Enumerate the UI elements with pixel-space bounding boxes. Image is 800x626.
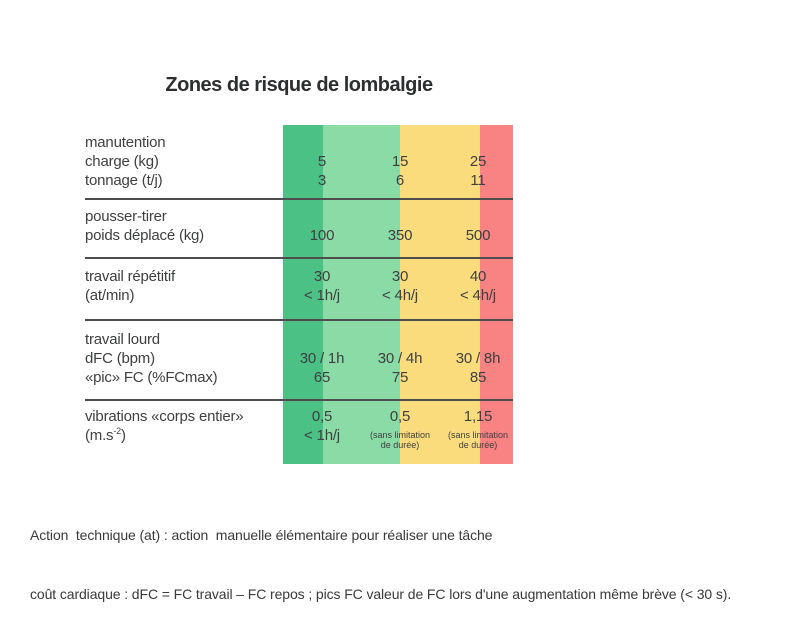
table-line: travail répétitif 30 30 40 xyxy=(85,267,517,286)
table-line: pousser-tirer xyxy=(85,207,517,226)
table-line: charge (kg) 5 15 25 xyxy=(85,152,517,171)
row-sublabel: (at/min) xyxy=(85,287,135,304)
table-line: vibrations «corps entier» 0,5 0,5 1,15 xyxy=(85,407,517,426)
unit-exponent: -2 xyxy=(113,426,121,436)
table-row-vibrations: vibrations «corps entier» 0,5 0,5 1,15 (… xyxy=(85,407,517,450)
cell-zone1 xyxy=(283,330,361,349)
cell-zone3 xyxy=(439,133,517,152)
cell-zone1: 0,5 xyxy=(311,408,333,425)
cell-zone1 xyxy=(283,207,361,226)
cell-note-line: de durée) xyxy=(380,440,420,450)
unit-text: ) xyxy=(120,427,126,444)
table-row-manutention: manutention charge (kg) 5 15 25 tonnage … xyxy=(85,133,517,190)
footnote-line-2: coût cardiaque : dFC = FC travail – FC r… xyxy=(30,585,732,602)
cell-zone2: < 4h/j xyxy=(382,287,418,304)
cell-zone1: 30 / 1h xyxy=(299,350,345,367)
risk-table: manutention charge (kg) 5 15 25 tonnage … xyxy=(85,125,517,464)
row-divider xyxy=(85,319,513,321)
cell-zone2 xyxy=(361,330,439,349)
cell-zone1: 30 xyxy=(313,268,331,285)
footnotes: Action technique (at) : action manuelle … xyxy=(30,490,790,626)
cell-zone1: < 1h/j xyxy=(304,287,340,304)
cell-note-line: (sans limitation xyxy=(447,430,509,440)
table-line: (at/min) < 1h/j < 4h/j < 4h/j xyxy=(85,286,517,305)
zone-band-red xyxy=(480,125,513,464)
cell-zone1 xyxy=(283,133,361,152)
cell-zone2: 75 xyxy=(391,369,409,386)
table-line: «pic» FC (%FCmax) 65 75 85 xyxy=(85,368,517,387)
cell-zone2: 30 xyxy=(391,268,409,285)
cell-zone2: 0,5 xyxy=(389,408,411,425)
row-label: travail lourd xyxy=(85,331,160,348)
cell-zone3: 1,15 xyxy=(463,408,493,425)
cell-zone1: 3 xyxy=(317,172,327,189)
page-title: Zones de risque de lombalgie xyxy=(165,74,433,96)
cell-note-line: (sans limitation xyxy=(369,430,431,440)
table-line: tonnage (t/j) 3 6 11 xyxy=(85,171,517,190)
cell-zone3: 85 xyxy=(469,369,487,386)
row-sublabel: charge (kg) xyxy=(85,153,159,170)
row-sublabel: tonnage (t/j) xyxy=(85,172,163,189)
row-sublabel: dFC (bpm) xyxy=(85,350,155,367)
cell-zone3: 11 xyxy=(470,172,486,189)
cell-zone2: (sans limitation de durée) xyxy=(361,426,439,450)
row-label: pousser-tirer xyxy=(85,208,167,225)
cell-zone2 xyxy=(361,207,439,226)
cell-zone1: 65 xyxy=(313,369,331,386)
cell-zone1: < 1h/j xyxy=(304,427,340,444)
cell-zone3: 500 xyxy=(465,227,491,244)
table-line: dFC (bpm) 30 / 1h 30 / 4h 30 / 8h xyxy=(85,349,517,368)
row-divider xyxy=(85,198,513,200)
table-line: travail lourd xyxy=(85,330,517,349)
row-divider xyxy=(85,257,513,259)
cell-zone3: 40 xyxy=(469,268,487,285)
row-sublabel: poids déplacé (kg) xyxy=(85,227,204,244)
table-row-travail-repetitif: travail répétitif 30 30 40 (at/min) < 1h… xyxy=(85,267,517,305)
footnote-line-1: Action technique (at) : action manuelle … xyxy=(30,527,493,543)
cell-zone1: 5 xyxy=(317,153,327,170)
cell-zone2: 6 xyxy=(395,172,405,189)
table-line: (m.s-2) < 1h/j (sans limitation de durée… xyxy=(85,426,517,451)
row-sublabel: (m.s-2) xyxy=(85,426,283,450)
table-row-pousser-tirer: pousser-tirer poids déplacé (kg) 100 350… xyxy=(85,207,517,245)
cell-zone3: (sans limitation de durée) xyxy=(439,426,517,450)
cell-zone1: 100 xyxy=(309,227,335,244)
cell-zone3: 30 / 8h xyxy=(455,350,501,367)
zone-band-green-dark xyxy=(283,125,323,464)
zone-band-green-light xyxy=(323,125,400,464)
table-row-travail-lourd: travail lourd dFC (bpm) 30 / 1h 30 / 4h … xyxy=(85,330,517,387)
row-sublabel: «pic» FC (%FCmax) xyxy=(85,369,218,386)
cell-zone2: 350 xyxy=(387,227,413,244)
cell-zone2: 30 / 4h xyxy=(377,350,423,367)
cell-zone3: 25 xyxy=(469,153,487,170)
row-label: manutention xyxy=(85,134,166,151)
cell-zone2 xyxy=(361,133,439,152)
cell-zone3: < 4h/j xyxy=(460,287,496,304)
table-line: manutention xyxy=(85,133,517,152)
row-divider xyxy=(85,399,513,401)
cell-note-line: de durée) xyxy=(458,440,498,450)
table-line: poids déplacé (kg) 100 350 500 xyxy=(85,226,517,245)
unit-text: (m.s xyxy=(85,427,114,444)
cell-zone3 xyxy=(439,330,517,349)
row-label: vibrations «corps entier» xyxy=(85,408,244,425)
zone-band-yellow xyxy=(400,125,480,464)
row-label: travail répétitif xyxy=(85,268,175,285)
cell-zone3 xyxy=(439,207,517,226)
cell-zone2: 15 xyxy=(391,153,409,170)
